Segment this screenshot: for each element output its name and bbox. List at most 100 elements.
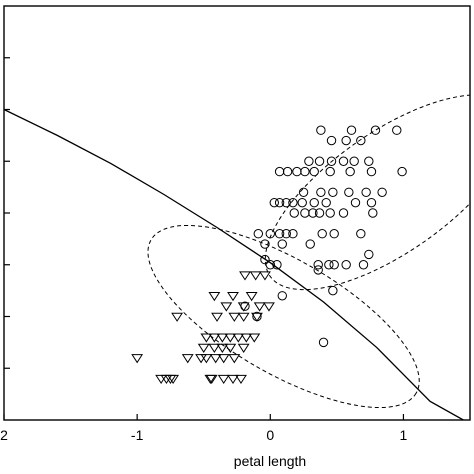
x-tick-label: 2 bbox=[0, 427, 8, 443]
class-ellipses bbox=[147, 94, 470, 409]
triangle-point bbox=[227, 374, 239, 385]
class-ellipse bbox=[264, 94, 470, 291]
triangle-point bbox=[259, 271, 271, 281]
circle-point bbox=[325, 208, 335, 218]
triangle-point bbox=[228, 354, 241, 364]
circle-point bbox=[316, 125, 326, 135]
triangle-point bbox=[248, 333, 261, 343]
circle-point bbox=[326, 135, 337, 146]
circle-point bbox=[361, 187, 371, 198]
circle-point bbox=[309, 197, 319, 208]
circle-point bbox=[313, 260, 323, 270]
triangle-point bbox=[224, 343, 237, 353]
circle-point bbox=[366, 166, 377, 177]
circle-point bbox=[346, 125, 357, 135]
circle-point bbox=[321, 197, 331, 208]
circle-point bbox=[370, 125, 381, 135]
circle-point bbox=[344, 187, 354, 198]
triangle-point bbox=[228, 312, 241, 322]
circle-point bbox=[316, 187, 326, 198]
triangle-point bbox=[251, 312, 263, 322]
circle-point bbox=[265, 229, 275, 239]
triangle-point bbox=[197, 343, 210, 353]
circle-point bbox=[305, 239, 315, 249]
triangle-point bbox=[200, 333, 213, 343]
circle-point bbox=[252, 311, 262, 322]
triangle-point bbox=[209, 354, 222, 364]
triangle-point bbox=[167, 374, 180, 385]
circle-point bbox=[298, 187, 309, 198]
circle-point bbox=[274, 197, 285, 208]
circle-point bbox=[329, 229, 339, 239]
triangle-point bbox=[216, 333, 229, 343]
circle-point bbox=[341, 135, 351, 146]
circle-point bbox=[377, 187, 387, 198]
circle-point bbox=[325, 166, 335, 177]
triangle-point bbox=[131, 354, 144, 364]
triangle-point bbox=[253, 302, 266, 312]
circle-point bbox=[366, 197, 377, 208]
circle-point bbox=[288, 229, 298, 239]
circle-point bbox=[282, 166, 293, 177]
circle-point bbox=[308, 208, 318, 218]
circle-point bbox=[314, 208, 325, 218]
x-axis-label: petal length bbox=[234, 453, 306, 469]
circle-point bbox=[338, 208, 349, 218]
circle-point bbox=[324, 260, 334, 270]
triangle-point bbox=[205, 374, 218, 385]
triangle-point bbox=[208, 292, 221, 302]
circle-point bbox=[397, 166, 407, 177]
triangle-point bbox=[235, 374, 247, 385]
triangle-point bbox=[216, 343, 229, 353]
triangle-point bbox=[217, 354, 230, 364]
x-tick-label: 1 bbox=[400, 427, 408, 443]
boundary-curve bbox=[4, 108, 464, 420]
triangle-point bbox=[224, 333, 237, 343]
triangle-point bbox=[208, 333, 221, 343]
class-ellipse bbox=[147, 224, 420, 409]
data-points bbox=[131, 125, 407, 385]
triangle-point bbox=[227, 292, 239, 302]
x-tick-label: 0 bbox=[266, 427, 274, 443]
circle-point bbox=[345, 166, 355, 177]
circle-point bbox=[300, 166, 310, 177]
plot-frame bbox=[3, 5, 471, 421]
circle-point bbox=[338, 156, 349, 166]
circle-point bbox=[328, 187, 338, 198]
triangle-point bbox=[263, 302, 275, 312]
circle-point bbox=[326, 156, 337, 166]
circle-point bbox=[309, 166, 319, 177]
circle-point bbox=[281, 229, 291, 239]
circle-point bbox=[341, 260, 351, 270]
decision-boundary bbox=[4, 108, 464, 420]
circle-point bbox=[253, 229, 264, 239]
circle-point bbox=[240, 301, 250, 311]
triangle-point bbox=[217, 374, 230, 385]
circle-point bbox=[350, 197, 361, 208]
circle-point bbox=[356, 135, 366, 146]
triangle-point bbox=[240, 333, 253, 343]
triangle-point bbox=[211, 312, 223, 322]
circle-point bbox=[277, 291, 287, 301]
triangle-point bbox=[237, 343, 250, 353]
circle-point bbox=[368, 208, 378, 218]
circle-point bbox=[328, 285, 338, 296]
circle-point bbox=[358, 260, 369, 270]
triangle-point bbox=[181, 354, 194, 364]
x-axis-ticks: 2 -1 0 1 bbox=[0, 414, 408, 443]
circle-point bbox=[289, 208, 299, 218]
circle-point bbox=[318, 337, 329, 348]
circle-point bbox=[297, 197, 307, 208]
circle-point bbox=[281, 197, 291, 208]
circle-point bbox=[314, 156, 325, 166]
circle-point bbox=[313, 265, 323, 275]
triangle-point bbox=[220, 302, 233, 312]
circle-point bbox=[349, 156, 359, 166]
triangle-point bbox=[245, 292, 258, 302]
circle-point bbox=[269, 197, 279, 208]
circle-point bbox=[317, 229, 327, 239]
circle-point bbox=[272, 260, 282, 270]
circle-point bbox=[274, 229, 285, 239]
